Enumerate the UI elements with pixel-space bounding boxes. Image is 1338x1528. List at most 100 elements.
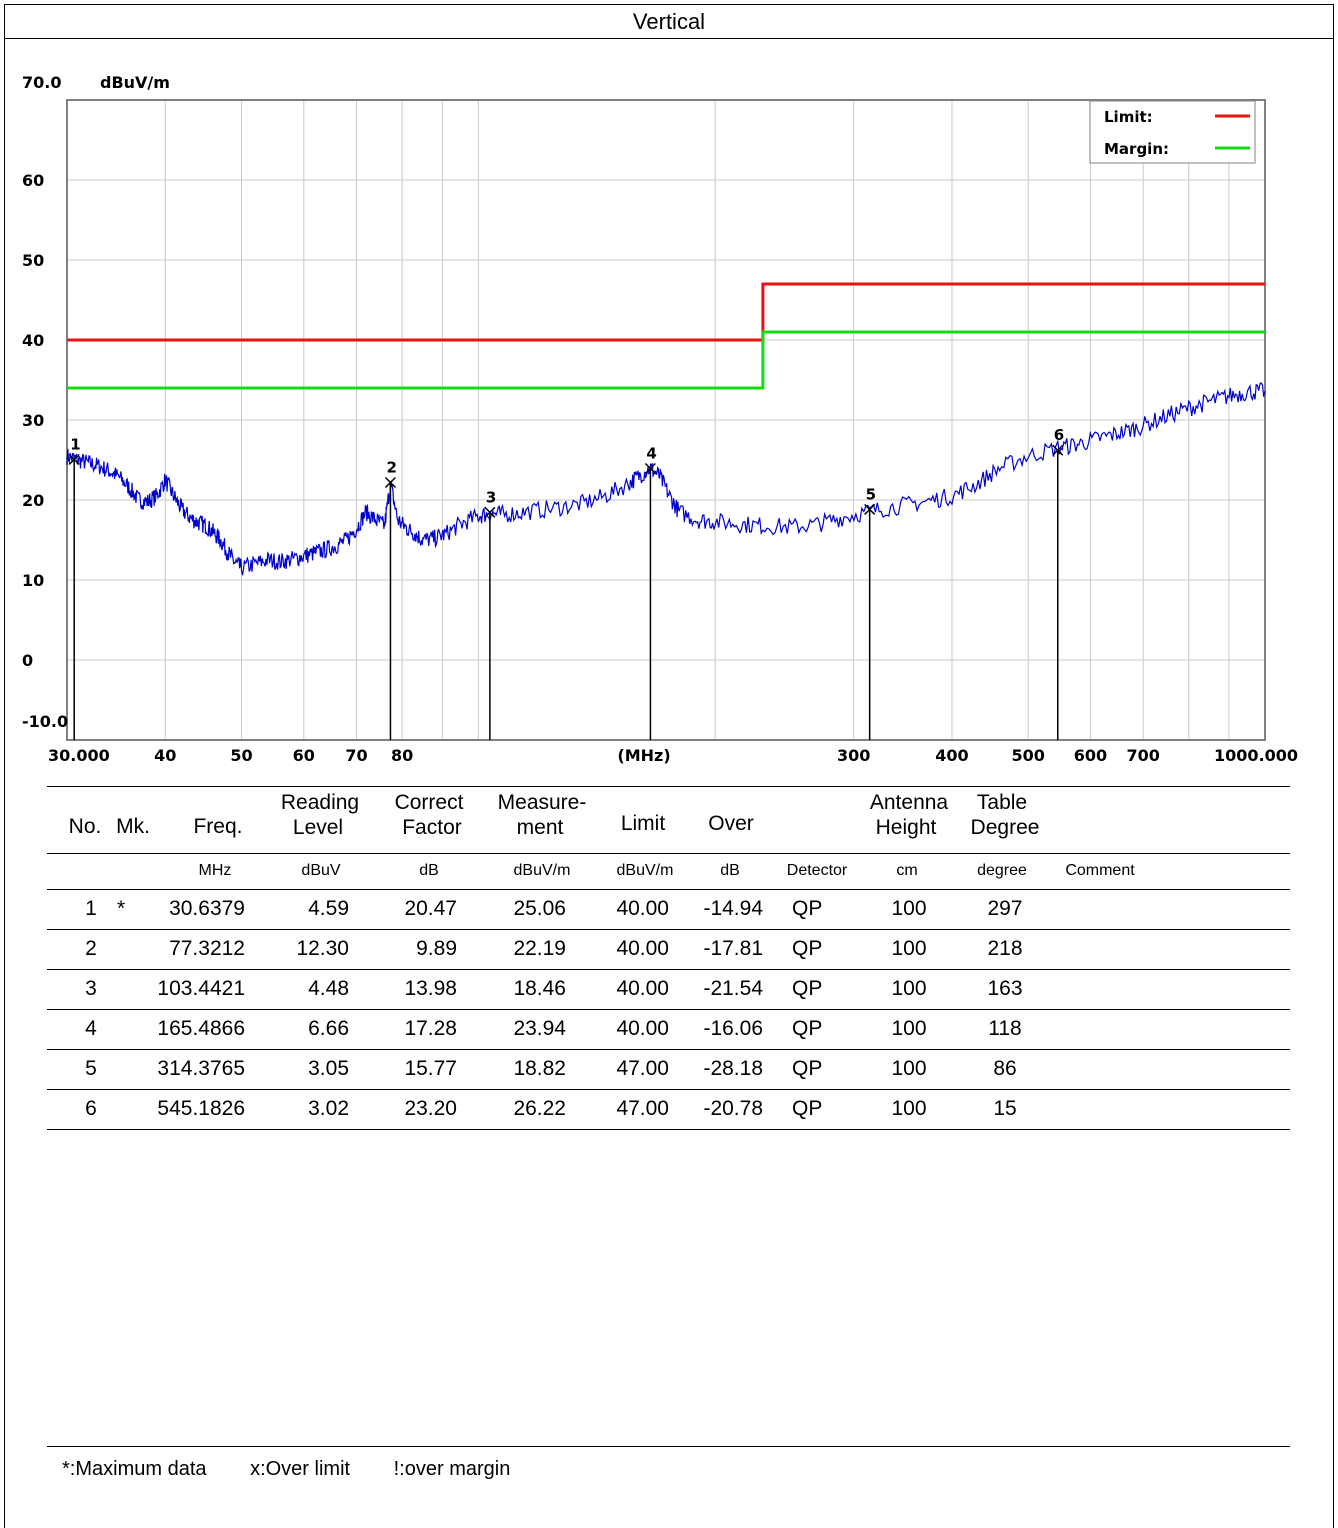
footer-legend: *:Maximum data x:Over limit !:over margi… bbox=[62, 1458, 548, 1481]
y-tick-label: 0 bbox=[22, 651, 33, 670]
table-row: 5 314.3765 3.05 15.77 18.82 47.00 -28.18 QP 100 8… bbox=[47, 1050, 1290, 1090]
header-table-1: Table bbox=[976, 791, 1028, 814]
cell-detector: QP bbox=[792, 1097, 823, 1120]
footer-divider bbox=[47, 1446, 1290, 1447]
marker-1-x bbox=[68, 453, 80, 466]
cell-over: -20.78 bbox=[703, 1097, 763, 1120]
header-antenna-1: Antenna bbox=[869, 791, 949, 814]
table-row: 1 * 30.6379 4.59 20.47 25.06 40.00 -14.94 QP 100 2… bbox=[47, 890, 1290, 930]
cell-reading: 3.02 bbox=[308, 1097, 349, 1120]
cell-measure: 18.82 bbox=[513, 1057, 566, 1080]
cell-height: 100 bbox=[891, 937, 927, 960]
cell-reading: 4.59 bbox=[308, 897, 349, 920]
cell-correct: 13.98 bbox=[404, 977, 457, 1000]
plot-border bbox=[66, 99, 1266, 741]
cell-correct: 23.20 bbox=[404, 1097, 457, 1120]
emission-trace bbox=[66, 382, 1266, 576]
marker-4-x bbox=[644, 462, 656, 475]
cell-freq: 77.3212 bbox=[169, 937, 245, 960]
x-tick-label: 70 bbox=[345, 746, 367, 765]
cell-correct: 15.77 bbox=[404, 1057, 457, 1080]
legend: Limit: Margin: bbox=[1089, 100, 1256, 164]
header-reading-1: Reading bbox=[280, 791, 360, 814]
x-tick-label: 400 bbox=[935, 746, 968, 765]
legend-label: Limit: bbox=[1104, 108, 1153, 126]
cell-detector: QP bbox=[792, 1017, 823, 1040]
cell-detector: QP bbox=[792, 1057, 823, 1080]
x-tick-label: 50 bbox=[230, 746, 252, 765]
cell-height: 100 bbox=[891, 1057, 927, 1080]
marker-3-x bbox=[484, 506, 496, 518]
cell-height: 100 bbox=[891, 1097, 927, 1120]
cell-mk: * bbox=[117, 897, 126, 920]
unit-reading: dBuV bbox=[301, 862, 341, 879]
y-tick-label: 20 bbox=[22, 491, 44, 510]
marker-3-label: 3 bbox=[486, 488, 496, 506]
header-limit: Limit bbox=[620, 812, 666, 835]
cell-freq: 165.4866 bbox=[157, 1017, 245, 1040]
cell-no: 6 bbox=[85, 1097, 97, 1120]
unit-detector: Detector bbox=[786, 862, 848, 879]
table-row: 2 77.3212 12.30 9.89 22.19 40.00 -17.81 QP 100 21… bbox=[47, 930, 1290, 970]
cell-over: -28.18 bbox=[703, 1057, 763, 1080]
cell-no: 3 bbox=[85, 977, 97, 1000]
x-tick-label: 40 bbox=[154, 746, 176, 765]
footer-over-margin: !:over margin bbox=[393, 1458, 511, 1480]
x-axis-unit: (MHz) bbox=[617, 746, 670, 765]
table-row: 3 103.4421 4.48 13.98 18.46 40.00 -21.54 QP 100 1… bbox=[47, 970, 1290, 1010]
cell-no: 4 bbox=[85, 1017, 97, 1040]
x-tick-label: 600 bbox=[1074, 746, 1107, 765]
header-mk: Mk. bbox=[116, 815, 150, 838]
legend-box bbox=[1089, 100, 1256, 164]
margin-line bbox=[67, 330, 1265, 390]
cell-detector: QP bbox=[792, 897, 823, 920]
cell-no: 5 bbox=[85, 1057, 97, 1080]
cell-freq: 103.4421 bbox=[157, 977, 245, 1000]
cell-measure: 18.46 bbox=[513, 977, 566, 1000]
table-row: 6 545.1826 3.02 23.20 26.22 47.00 -20.78 QP 100 1… bbox=[47, 1090, 1290, 1130]
header-correct-1: Correct bbox=[394, 791, 464, 814]
unit-measure: dBuV/m bbox=[513, 862, 571, 879]
marker-5-x bbox=[864, 503, 876, 515]
cell-height: 100 bbox=[891, 1017, 927, 1040]
cell-degree: 297 bbox=[987, 897, 1023, 920]
cell-reading: 6.66 bbox=[308, 1017, 349, 1040]
cell-over: -17.81 bbox=[703, 937, 763, 960]
cell-measure: 23.94 bbox=[513, 1017, 566, 1040]
header-correct-2: Factor bbox=[402, 816, 462, 839]
limit-line bbox=[67, 282, 1265, 342]
cell-no: 1 bbox=[85, 897, 97, 920]
marker-2-label: 2 bbox=[386, 458, 396, 476]
x-tick-label: 60 bbox=[293, 746, 315, 765]
table-header: No. Mk. Freq. Reading Level Correct Fact… bbox=[47, 786, 1290, 854]
table-row: 4 165.4866 6.66 17.28 23.94 40.00 -16.06 QP 100 1… bbox=[47, 1010, 1290, 1050]
cell-degree: 15 bbox=[993, 1097, 1017, 1120]
cell-over: -16.06 bbox=[703, 1017, 763, 1040]
cell-correct: 17.28 bbox=[404, 1017, 457, 1040]
cell-limit: 47.00 bbox=[616, 1057, 669, 1080]
cell-degree: 163 bbox=[987, 977, 1023, 1000]
cell-measure: 25.06 bbox=[513, 897, 566, 920]
unit-correct: dB bbox=[419, 862, 439, 879]
cell-limit: 47.00 bbox=[616, 1097, 669, 1120]
x-tick-label: 500 bbox=[1011, 746, 1044, 765]
cell-limit: 40.00 bbox=[616, 897, 669, 920]
header-antenna-2: Height bbox=[875, 816, 937, 839]
unit-comment: Comment bbox=[1065, 862, 1135, 879]
cell-over: -14.94 bbox=[703, 897, 763, 920]
table-units: MHz dBuV dB dBuV/m dBuV/m dB Detector cm… bbox=[47, 854, 1290, 890]
cell-freq: 30.6379 bbox=[169, 897, 245, 920]
y-tick-label: 30 bbox=[22, 411, 44, 430]
footer-max: *:Maximum data bbox=[62, 1458, 207, 1480]
marker-6-label: 6 bbox=[1054, 426, 1064, 444]
cell-measure: 26.22 bbox=[513, 1097, 566, 1120]
cell-height: 100 bbox=[891, 897, 927, 920]
marker-6-x bbox=[1052, 444, 1064, 456]
cell-measure: 22.19 bbox=[513, 937, 566, 960]
cell-over: -21.54 bbox=[703, 977, 763, 1000]
cell-detector: QP bbox=[792, 977, 823, 1000]
cell-detector: QP bbox=[792, 937, 823, 960]
marker-1-label: 1 bbox=[70, 436, 80, 454]
x-tick-label: 300 bbox=[837, 746, 870, 765]
header-reading-2: Level bbox=[292, 816, 344, 839]
